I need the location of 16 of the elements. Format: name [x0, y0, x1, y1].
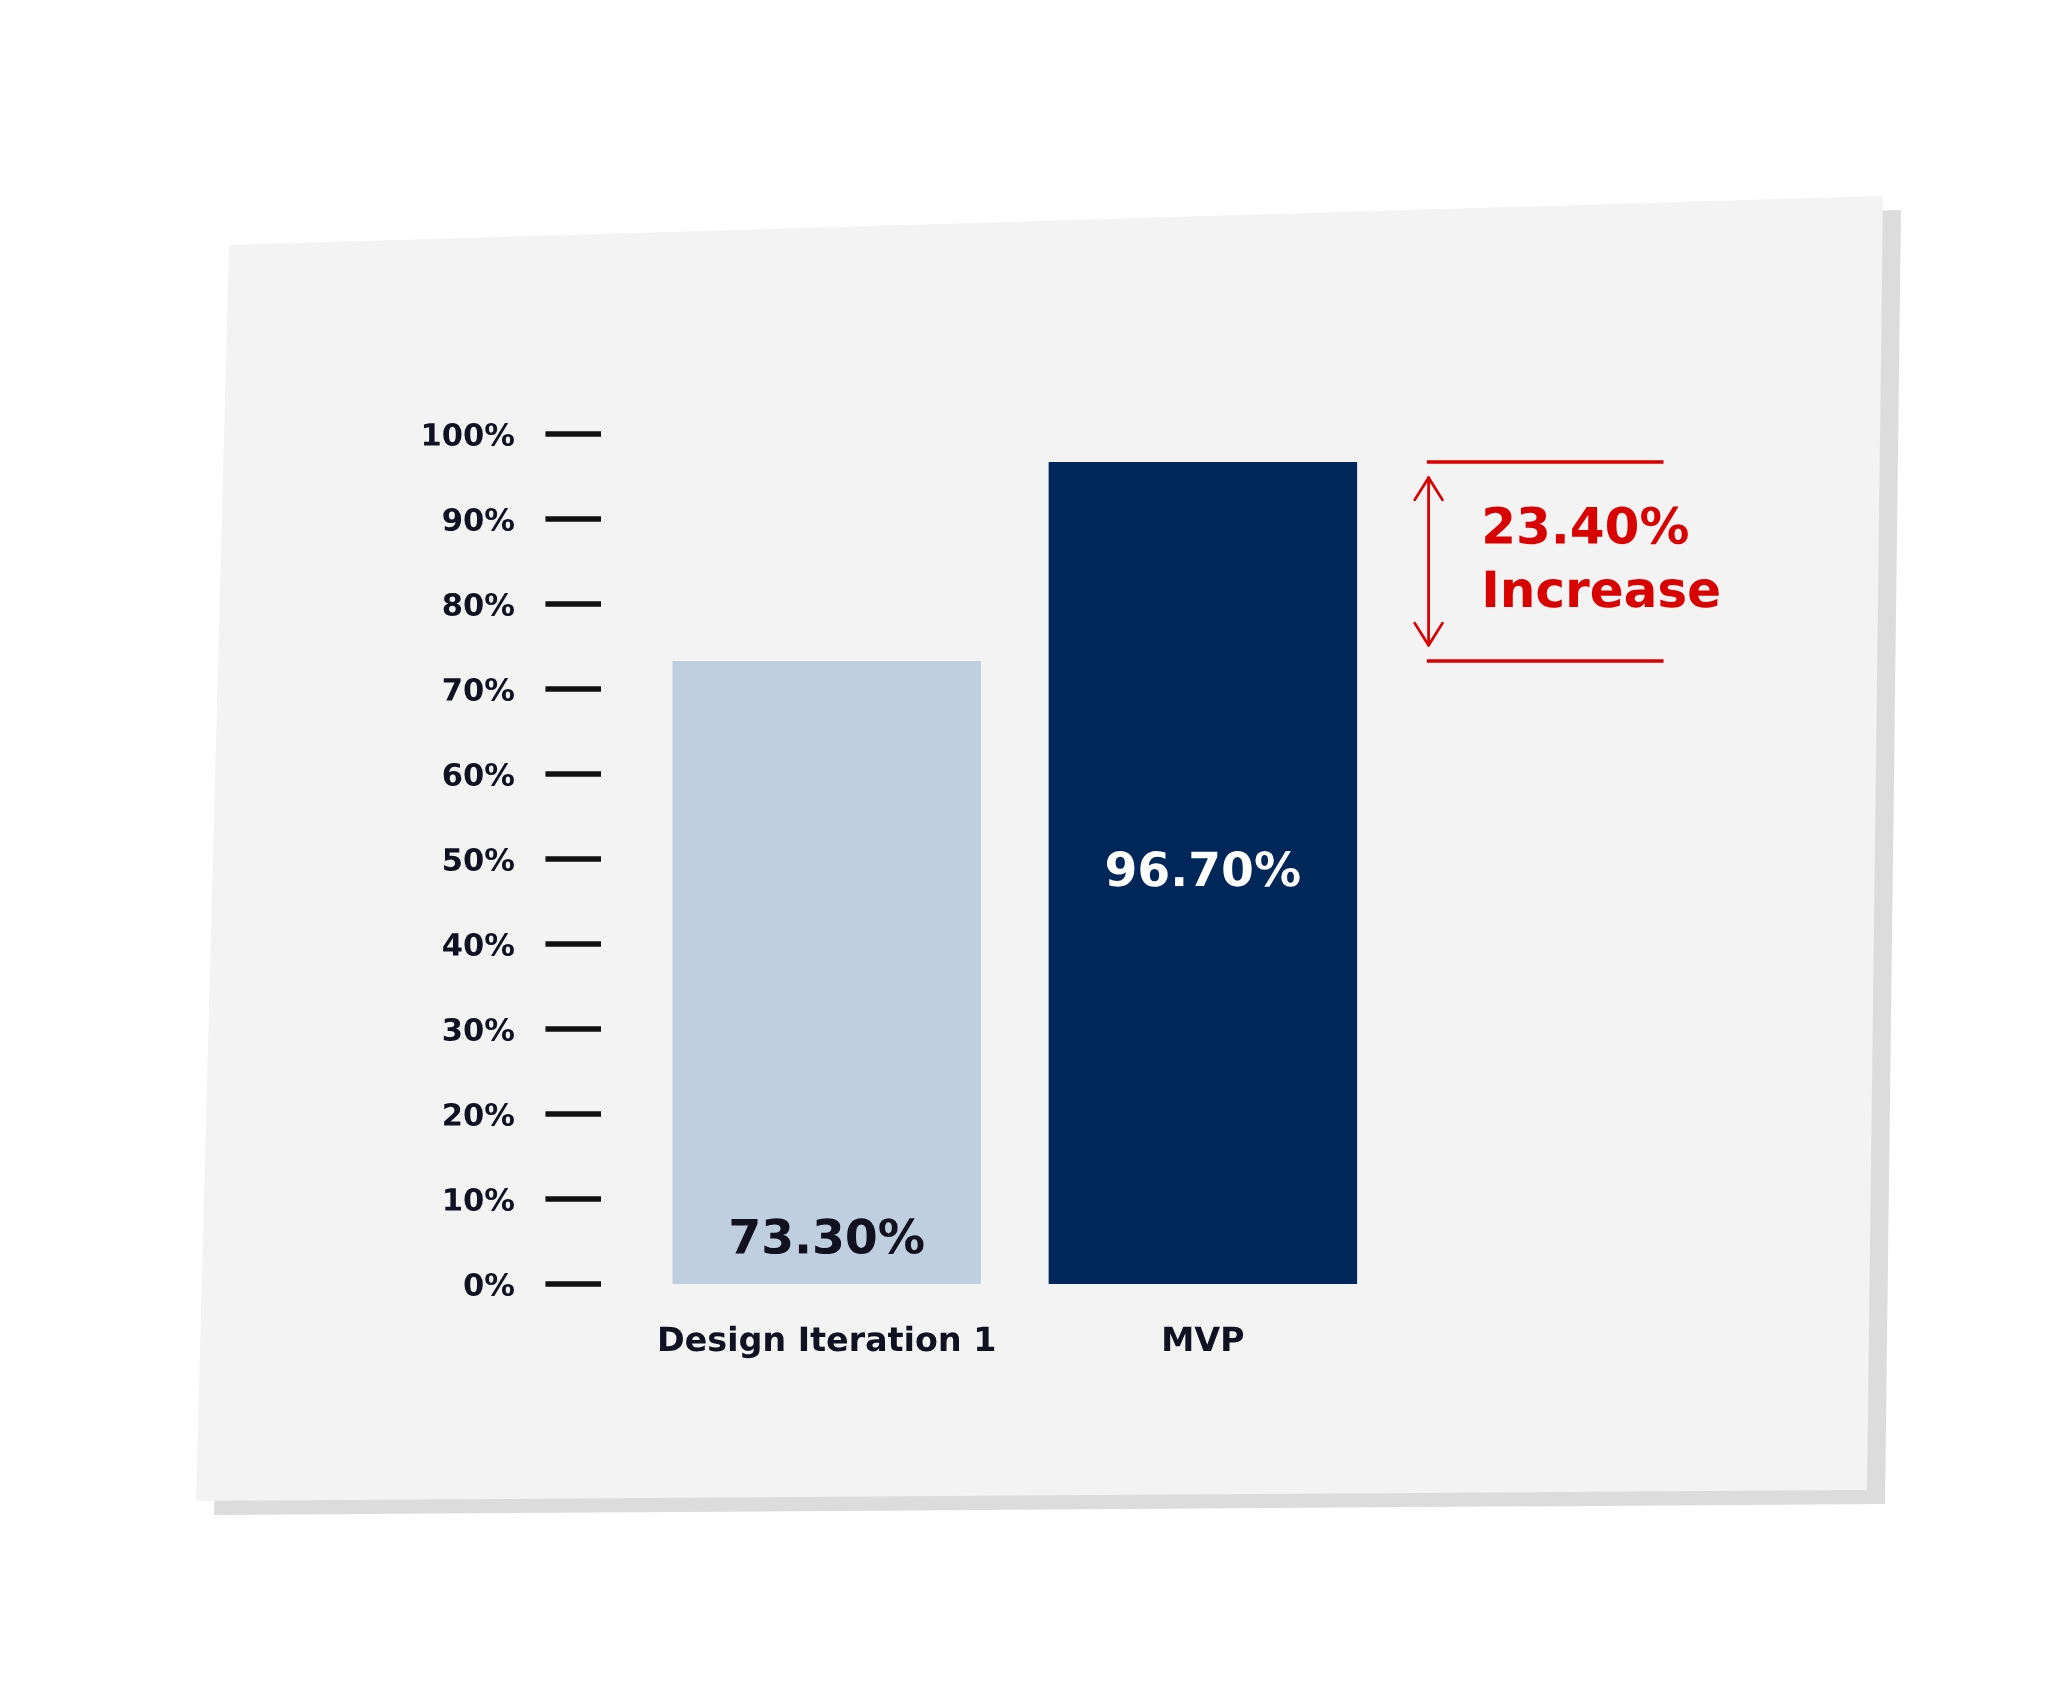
- text: 23.40% Increase: [1485, 506, 1719, 608]
- y-tick-label: 30%: [443, 1017, 514, 1042]
- x-tick-label: MVP: [1164, 1326, 1244, 1351]
- y-tick-label: 20%: [444, 1102, 514, 1127]
- x-tick-label: Design Iteration 1: [660, 1325, 995, 1359]
- y-tick-label: 50%: [444, 847, 514, 872]
- data-label: 73.30%: [731, 1218, 924, 1255]
- y-tick-label: 100%: [423, 422, 514, 447]
- y-tick-label: 90%: [443, 507, 514, 532]
- y-tick-label: 40%: [443, 932, 514, 957]
- y-tick-label: 10%: [445, 1187, 514, 1212]
- y-tick-label: 80%: [443, 592, 514, 617]
- y-tick-label: 60%: [443, 762, 514, 787]
- y-tick-label: 70%: [443, 677, 514, 702]
- data-label: 96.70%: [1106, 851, 1300, 887]
- y-tick-label: 0%: [464, 1272, 514, 1297]
